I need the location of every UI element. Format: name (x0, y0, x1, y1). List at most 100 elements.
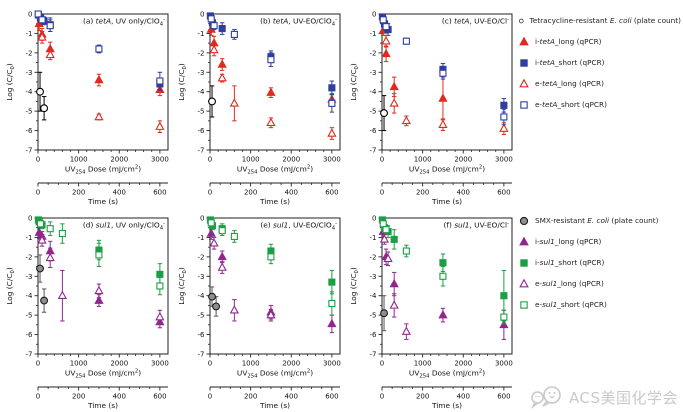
series-e-sul1_long (37, 234, 165, 325)
subplot-c: 0 -1 -2 -3 -4 -5 -6 -7 0 1000 2000 3000 UV254 Dose (… (348, 2, 520, 208)
x-axis-label-dose: UV254 Dose (mJ/cm2) (237, 165, 313, 176)
plot-frame (381, 13, 513, 151)
svg-text:600: 600 (497, 189, 510, 197)
svg-text:0: 0 (372, 11, 376, 19)
legend-label: SMX-resistant E. coli (plate count) (535, 216, 659, 225)
subplot-e: 0 -1 -2 -3 -4 -5 -6 -7 0 1000 2000 3000 UV254 Dose (… (176, 206, 348, 412)
series-e-tetA_long (37, 30, 165, 134)
svg-text:-7: -7 (370, 351, 377, 359)
square-open-marker-icon (520, 100, 528, 109)
svg-text:3000: 3000 (151, 156, 169, 164)
x-axis-label-time: Time (s) (259, 401, 290, 410)
svg-text:0: 0 (380, 189, 384, 197)
y-axis-label: Log (C/C0) (349, 63, 360, 101)
svg-text:-4: -4 (26, 88, 34, 96)
legend-label: i-sul1_short (qPCR) (535, 258, 605, 267)
series-e-sul1_long (209, 236, 276, 322)
legend-label: i-sul1_long (qPCR) (535, 237, 602, 246)
svg-text:400: 400 (113, 189, 126, 197)
series-plate-count (208, 85, 216, 118)
svg-text:600: 600 (325, 393, 338, 401)
svg-text:400: 400 (285, 393, 298, 401)
legend-sul1: SMX-resistant E. coli (plate count) i-sul… (518, 210, 681, 315)
y-axis-label: Log (C/C0) (5, 267, 16, 305)
svg-text:-6: -6 (370, 127, 378, 135)
svg-text:-3: -3 (198, 273, 205, 281)
x-axis-label-dose: UV254 Dose (mJ/cm2) (409, 165, 485, 176)
svg-text:0: 0 (36, 156, 40, 164)
svg-text:0: 0 (28, 11, 32, 19)
svg-text:-4: -4 (198, 292, 206, 300)
svg-text:-5: -5 (198, 108, 205, 116)
subplot-a: 0 -1 -2 -3 -4 -5 -6 -7 0 1000 2000 3000 UV254 Dose (… (4, 2, 176, 208)
series-e-tetA_short (379, 16, 508, 126)
square-solid-marker-icon (520, 58, 528, 67)
svg-text:2000: 2000 (110, 360, 128, 368)
series-e-tetA_long (209, 43, 337, 140)
svg-text:-4: -4 (26, 292, 34, 300)
svg-text:-6: -6 (26, 331, 34, 339)
series-e-tetA_short (207, 15, 336, 113)
svg-text:-2: -2 (198, 49, 205, 57)
triangle-open-marker-icon (519, 278, 529, 287)
square-open-marker-icon (520, 300, 528, 309)
subplot-title: (c) tetA, UV-EO/Cl- (442, 17, 509, 26)
svg-text:-1: -1 (370, 234, 377, 242)
circle-gray-marker-icon (519, 216, 529, 225)
svg-text:-7: -7 (26, 351, 33, 359)
watermark: ACS美国化学会 (529, 384, 678, 410)
svg-text:600: 600 (153, 393, 166, 401)
y-axis-label: Log (C/C0) (349, 267, 360, 305)
svg-text:-1: -1 (198, 30, 205, 38)
svg-text:-4: -4 (198, 88, 206, 96)
svg-text:-5: -5 (370, 312, 377, 320)
svg-text:400: 400 (457, 393, 470, 401)
subplot-title: (e) sul1, UV-EO/ClO4- (260, 221, 337, 232)
legend-label: e-tetA_short (qPCR) (535, 100, 607, 109)
legend-item-e-sul1-long-qpcr-: e-sul1_long (qPCR) (518, 273, 681, 294)
y-axis-label: Log (C/C0) (177, 63, 188, 101)
svg-text:3000: 3000 (495, 360, 513, 368)
svg-text:-7: -7 (198, 147, 205, 155)
series-plate-count (36, 254, 49, 313)
legend-tetA: Tetracycline-resistant E. coli (plate co… (518, 10, 681, 115)
svg-text:-6: -6 (26, 127, 34, 135)
legend-item-i-sul1-long-qpcr-: i-sul1_long (qPCR) (518, 231, 681, 252)
x-axis-label-time: Time (s) (87, 197, 118, 206)
y-axis-label: Log (C/C0) (5, 63, 16, 101)
x-axis-label-dose: UV254 Dose (mJ/cm2) (409, 369, 485, 380)
svg-text:3000: 3000 (323, 360, 341, 368)
svg-text:200: 200 (72, 393, 85, 401)
svg-text:200: 200 (416, 393, 429, 401)
svg-text:1000: 1000 (414, 156, 432, 164)
svg-text:600: 600 (153, 189, 166, 197)
svg-text:2000: 2000 (282, 156, 300, 164)
series-plate-count (208, 286, 221, 317)
legend-item-i-teta-short-qpcr-: i-tetA_short (qPCR) (518, 52, 681, 73)
series-e-tetA_short (34, 10, 164, 91)
plot-frame (37, 13, 169, 151)
series-e-sul1_long (379, 234, 412, 340)
acs-speech-bubbles-logo (531, 386, 561, 409)
subplot-b: 0 -1 -2 -3 -4 -5 -6 -7 0 1000 2000 3000 UV254 Dose (… (176, 2, 348, 208)
svg-text:1000: 1000 (414, 360, 432, 368)
svg-text:2000: 2000 (454, 360, 472, 368)
legend-item-i-teta-long-qpcr-: i-tetA_long (qPCR) (518, 31, 681, 52)
svg-text:-6: -6 (370, 331, 378, 339)
triangle-open-marker-icon (519, 78, 529, 87)
plot-frame (209, 217, 341, 355)
svg-text:1000: 1000 (70, 360, 88, 368)
svg-text:0: 0 (28, 215, 32, 223)
series-plate-count (380, 95, 388, 132)
series-e-sul1_short (379, 220, 508, 325)
legend-label: e-sul1_short (qPCR) (535, 300, 607, 309)
svg-text:2000: 2000 (454, 156, 472, 164)
svg-text:600: 600 (325, 189, 338, 197)
series-i-tetA_long (34, 16, 165, 97)
plot-frame (37, 217, 169, 355)
series-i-sul1_long (34, 226, 165, 329)
svg-text:-3: -3 (370, 69, 377, 77)
